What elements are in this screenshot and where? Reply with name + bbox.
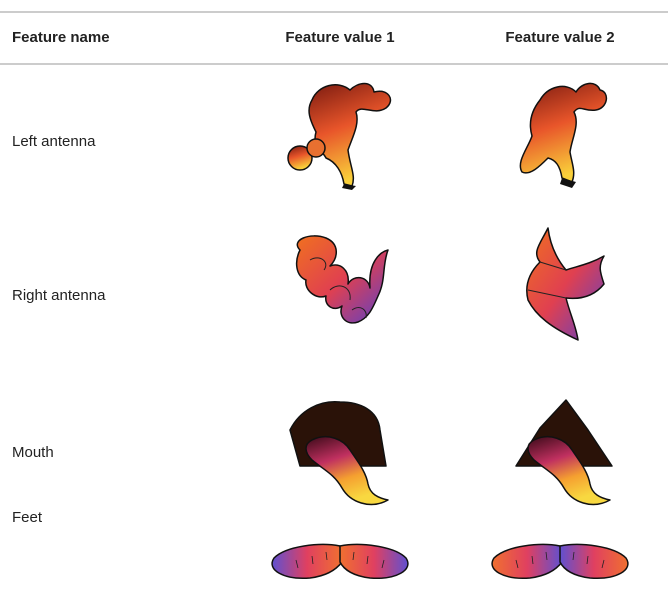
left-antenna-2 <box>519 82 608 188</box>
row-label: Feet <box>12 509 43 526</box>
header-cell: Feature name <box>12 29 110 46</box>
header-cell: Feature value 2 <box>505 29 614 46</box>
right-antenna-2 <box>526 227 605 341</box>
mouth-2 <box>515 399 613 506</box>
mouth-1 <box>289 401 389 506</box>
feet-1 <box>271 543 409 579</box>
feet-2 <box>491 543 629 579</box>
right-antenna-1 <box>295 235 389 324</box>
row-label: Left antenna <box>12 133 96 150</box>
left-antenna-1 <box>287 82 392 190</box>
row-label: Right antenna <box>12 287 106 304</box>
header-cell: Feature value 1 <box>285 29 394 46</box>
row-label: Mouth <box>12 444 54 461</box>
